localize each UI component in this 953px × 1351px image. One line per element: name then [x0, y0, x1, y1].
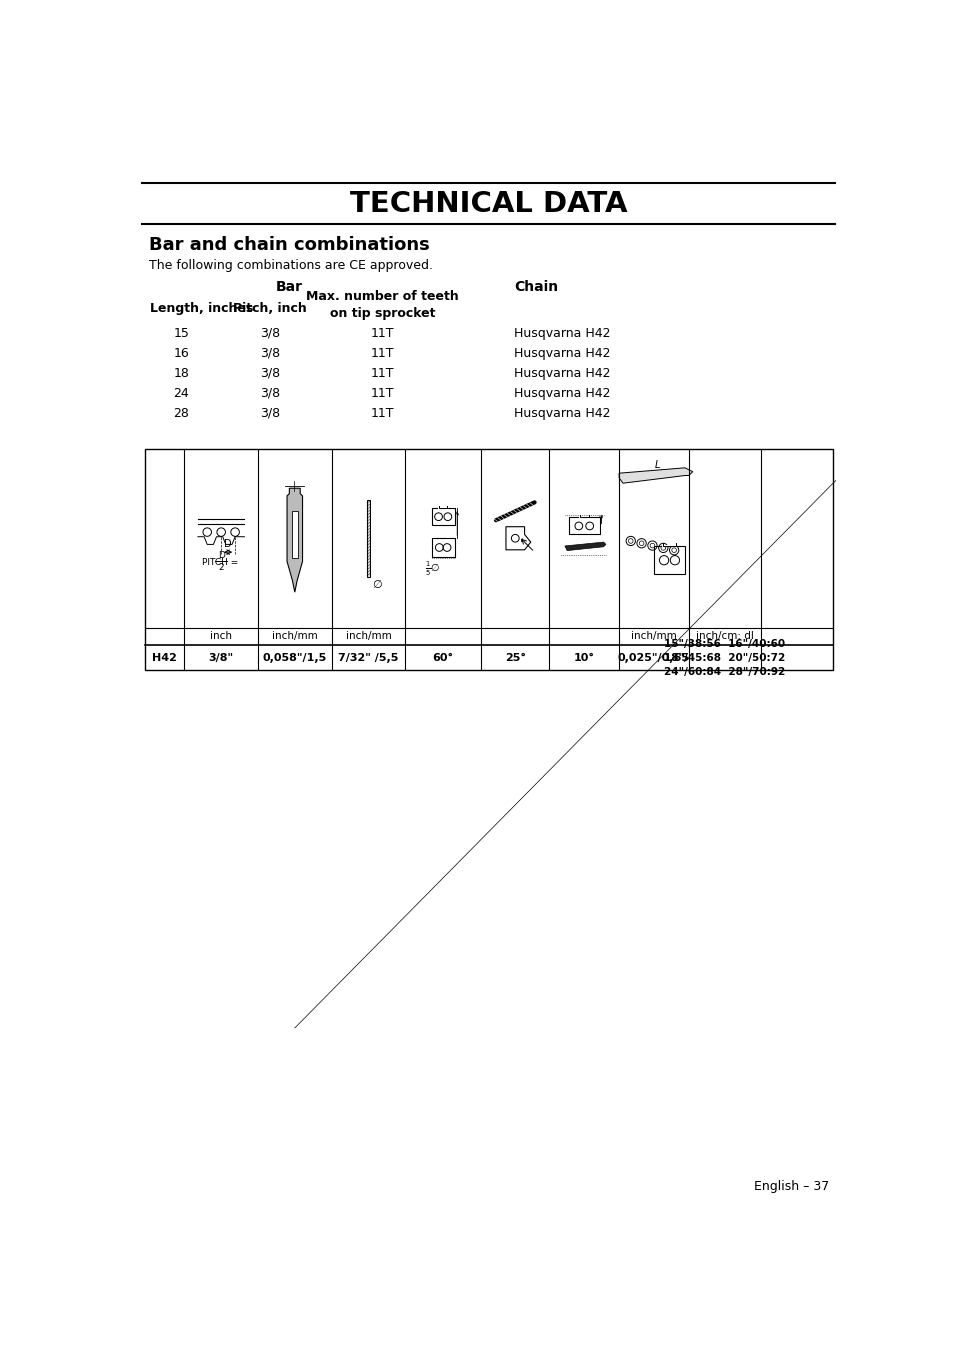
Bar [367, 500, 370, 577]
Text: Pitch, inch: Pitch, inch [233, 301, 307, 315]
Bar [292, 511, 297, 558]
Text: 60°: 60° [432, 653, 454, 662]
Text: Husqvarna H42: Husqvarna H42 [514, 327, 610, 339]
Text: D: D [224, 539, 232, 549]
Text: 3/8: 3/8 [260, 407, 280, 420]
Text: 25°: 25° [504, 653, 525, 662]
Text: 28: 28 [173, 407, 189, 420]
Bar [431, 508, 455, 526]
Text: 3/8: 3/8 [260, 386, 280, 400]
Text: Length, inches: Length, inches [150, 301, 253, 315]
Text: inch/mm: inch/mm [631, 631, 677, 642]
Text: inch/mm: inch/mm [272, 631, 317, 642]
Text: Chain: Chain [514, 280, 558, 295]
Text: 11T: 11T [371, 386, 395, 400]
Text: 11T: 11T [371, 327, 395, 339]
Text: 3/8: 3/8 [260, 327, 280, 339]
Text: 11T: 11T [371, 407, 395, 420]
Bar [568, 517, 599, 535]
Text: 11T: 11T [371, 366, 395, 380]
Text: $\frac{1}{5}$$\varnothing$: $\frac{1}{5}$$\varnothing$ [424, 559, 439, 578]
Text: L: L [655, 461, 659, 470]
Text: The following combinations are CE approved.: The following combinations are CE approv… [149, 259, 433, 272]
Text: 3/8": 3/8" [209, 653, 233, 662]
Text: Husqvarna H42: Husqvarna H42 [514, 366, 610, 380]
Text: Husqvarna H42: Husqvarna H42 [514, 386, 610, 400]
Text: 18: 18 [173, 366, 189, 380]
Text: 16: 16 [173, 347, 189, 359]
Text: English – 37: English – 37 [753, 1179, 828, 1193]
Polygon shape [618, 467, 692, 484]
Text: 24: 24 [173, 386, 189, 400]
Text: D: D [217, 551, 224, 559]
Text: 7/32" /5,5: 7/32" /5,5 [338, 653, 398, 662]
Text: 0,058"/1,5: 0,058"/1,5 [262, 653, 327, 662]
Polygon shape [564, 542, 605, 551]
Text: H42: H42 [152, 653, 177, 662]
Bar [431, 538, 455, 557]
Text: Husqvarna H42: Husqvarna H42 [514, 347, 610, 359]
Text: Bar and chain combinations: Bar and chain combinations [149, 236, 429, 254]
Text: Bar: Bar [276, 280, 303, 295]
Text: inch/mm: inch/mm [345, 631, 391, 642]
Text: Husqvarna H42: Husqvarna H42 [514, 407, 610, 420]
Text: inch: inch [210, 631, 232, 642]
Text: $\varnothing$: $\varnothing$ [371, 578, 382, 590]
Text: 3/8: 3/8 [260, 347, 280, 359]
Text: 10°: 10° [573, 653, 594, 662]
Text: 15: 15 [173, 327, 189, 339]
Text: 0,025"/0,65: 0,025"/0,65 [618, 653, 689, 662]
Text: Max. number of teeth
on tip sprocket: Max. number of teeth on tip sprocket [306, 289, 458, 320]
Bar [145, 449, 832, 670]
Polygon shape [287, 488, 302, 592]
Text: inch/cm: dl: inch/cm: dl [696, 631, 753, 642]
Text: 3/8: 3/8 [260, 366, 280, 380]
Text: 2: 2 [218, 563, 224, 571]
Text: PITCH =: PITCH = [202, 558, 238, 567]
Bar [654, 546, 684, 574]
Text: 15"/38:56  16"/40:60
18"/45:68  20"/50:72
24"/60:84  28"/70:92: 15"/38:56 16"/40:60 18"/45:68 20"/50:72 … [663, 639, 784, 677]
Text: 11T: 11T [371, 347, 395, 359]
Text: TECHNICAL DATA: TECHNICAL DATA [350, 189, 627, 218]
